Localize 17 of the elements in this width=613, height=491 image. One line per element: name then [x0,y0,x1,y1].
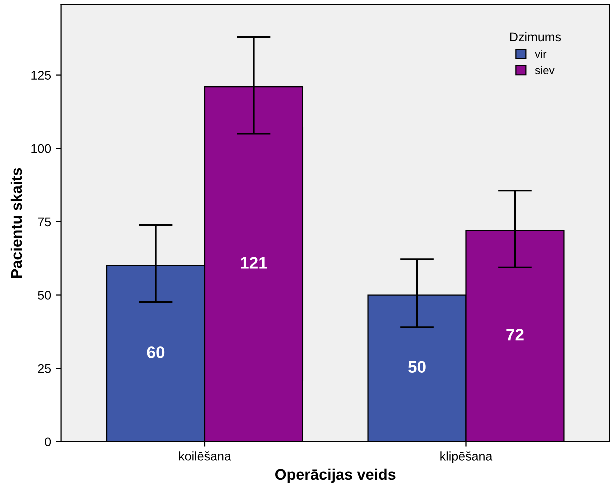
y-axis-title: Pacientu skaits [10,168,22,278]
y-tick-label: 0 [45,438,52,447]
y-tick-label: 125 [32,71,52,80]
y-tick-label: 25 [38,364,52,374]
legend-label: siev [535,66,555,74]
data-label: 50 [408,361,426,374]
legend-label: vir [535,50,547,58]
y-tick-label: 75 [38,218,52,227]
x-tick-label: koilēšana [179,452,232,461]
x-tick-label: klipēšana [440,452,493,464]
data-label: 72 [506,328,524,341]
x-axis-title: Operācijas veids [276,468,396,484]
y-tick-label: 50 [38,291,52,300]
legend-title: Dzimums [510,32,562,42]
data-label: 60 [147,346,165,358]
y-tick-label: 100 [32,144,52,154]
data-label: 121 [241,257,268,269]
